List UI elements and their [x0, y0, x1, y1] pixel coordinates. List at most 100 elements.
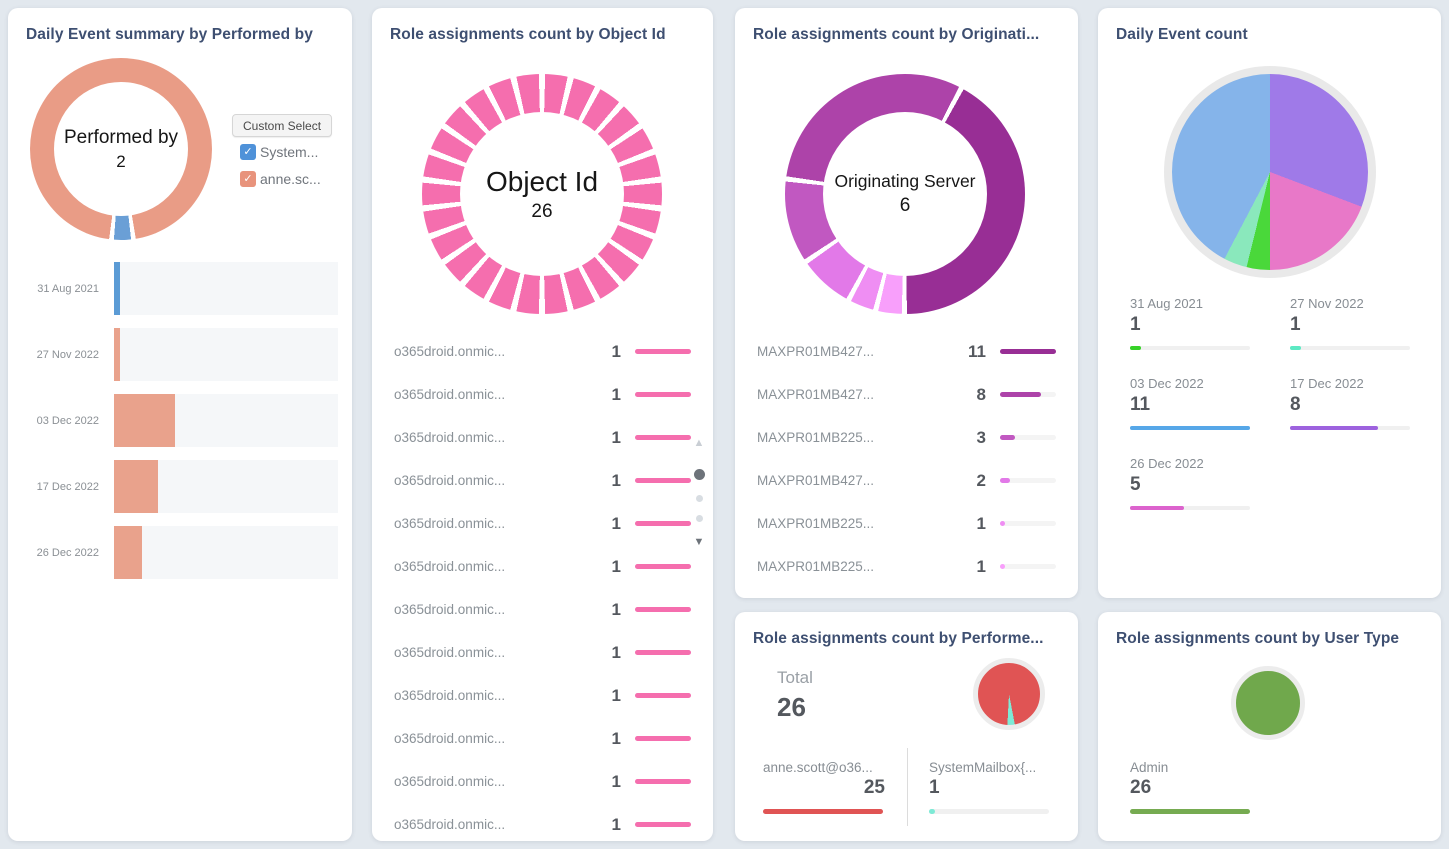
user-type-pie-chart[interactable]	[1231, 666, 1305, 740]
list-item-label: o365droid.onmic...	[394, 344, 506, 359]
bar-fill[interactable]	[114, 394, 175, 447]
card-user-type: Role assignments count by User Type Admi…	[1098, 612, 1441, 841]
donut-legend-checkboxes: ✓ System... ✓ anne.sc...	[240, 144, 321, 187]
legend-item[interactable]: 17 Dec 2022 8	[1290, 376, 1441, 430]
scroll-down-arrow-icon[interactable]: ▼	[693, 536, 705, 548]
list-item[interactable]: MAXPR01MB427... 2	[757, 459, 1056, 502]
stat-bar	[763, 809, 883, 814]
custom-select-button[interactable]: Custom Select	[232, 114, 333, 137]
legend-item[interactable]: 27 Nov 2022 1	[1290, 296, 1441, 350]
stat-bar-fill	[1130, 809, 1250, 814]
bar-row-label: 31 Aug 2021	[37, 282, 99, 295]
daily-event-bar-chart: 31 Aug 2021 27 Nov 2022 03 Dec 2022 17 Dec …	[26, 262, 338, 592]
list-item[interactable]: o365droid.onmic... 1	[394, 760, 691, 803]
bar-fill[interactable]	[114, 526, 142, 579]
divider	[907, 748, 908, 826]
bar-fill[interactable]	[114, 460, 158, 513]
list-item[interactable]: o365droid.onmic... 1	[394, 717, 691, 760]
list-item-label: MAXPR01MB427...	[757, 473, 875, 488]
scroll-page-dot-active[interactable]	[693, 469, 705, 480]
list-item-bar-fill	[635, 650, 691, 655]
list-item[interactable]: o365droid.onmic... 1	[394, 416, 691, 459]
list-item[interactable]: o365droid.onmic... 1	[394, 803, 691, 830]
list-item-bar	[635, 521, 691, 526]
list-item-label: o365droid.onmic...	[394, 516, 506, 531]
list-item-bar	[635, 392, 691, 397]
stat-bar-fill	[929, 809, 935, 814]
list-item-bar	[635, 650, 691, 655]
list-item[interactable]: MAXPR01MB225... 3	[757, 416, 1056, 459]
object-id-list: o365droid.onmic... 1 o365droid.onmic... 1 o3…	[394, 330, 691, 830]
object-id-donut-chart[interactable]: Object Id 26	[422, 74, 662, 314]
donut-center: Performed by 2	[54, 82, 188, 216]
list-item-value: 1	[976, 556, 986, 576]
card-originating-server: Role assignments count by Originati... O…	[735, 8, 1078, 598]
list-item[interactable]: o365droid.onmic... 1	[394, 631, 691, 674]
scroll-page-dot[interactable]	[695, 515, 703, 522]
list-item[interactable]: MAXPR01MB225... 1	[757, 502, 1056, 545]
bar-track	[114, 328, 338, 381]
legend-item[interactable]: 26 Dec 2022 5	[1130, 456, 1290, 510]
list-item-bar	[635, 349, 691, 354]
list-item-label: MAXPR01MB427...	[757, 387, 875, 402]
performed-by-donut-chart[interactable]: Performed by 2	[30, 58, 212, 240]
list-item[interactable]: o365droid.onmic... 1	[394, 588, 691, 631]
bar-fill[interactable]	[114, 328, 120, 381]
list-item-value: 1	[611, 513, 621, 533]
scroll-up-arrow-icon[interactable]: ▲	[693, 437, 705, 449]
list-item[interactable]: o365droid.onmic... 1	[394, 674, 691, 717]
originating-server-list: MAXPR01MB427... 11 MAXPR01MB427... 8 MAXPR01…	[757, 330, 1056, 592]
list-item[interactable]: o365droid.onmic... 1	[394, 502, 691, 545]
list-item-bar-fill	[635, 435, 691, 440]
donut-center-label: Originating Server	[834, 171, 976, 191]
list-item-label: o365droid.onmic...	[394, 688, 506, 703]
list-item[interactable]: MAXPR01MB225... 1	[757, 545, 1056, 588]
originating-server-donut-chart[interactable]: Originating Server 6	[785, 74, 1025, 314]
list-item-label: o365droid.onmic...	[394, 774, 506, 789]
checkbox-icon[interactable]: ✓	[240, 144, 256, 160]
list-item-value: 8	[976, 384, 986, 404]
list-item-value: 1	[611, 771, 621, 791]
stat-value: 1	[929, 777, 940, 798]
list-item[interactable]: MAXPR01MB427... 11	[757, 330, 1056, 373]
performed-by-mini-pie-chart[interactable]	[973, 658, 1045, 730]
legend-item-value: 1	[1130, 314, 1141, 335]
legend-checkbox[interactable]: ✓ System...	[240, 144, 321, 160]
legend-item-label: 03 Dec 2022	[1130, 376, 1204, 391]
legend-item-bar-fill	[1130, 346, 1141, 350]
legend-item-bar	[1130, 506, 1250, 510]
list-item-value: 1	[611, 728, 621, 748]
list-item-bar	[1000, 392, 1056, 397]
list-item-bar	[635, 779, 691, 784]
bar-row-label: 17 Dec 2022	[36, 480, 99, 493]
checkbox-icon[interactable]: ✓	[240, 171, 256, 187]
legend-item-label: 17 Dec 2022	[1290, 376, 1364, 391]
legend-item[interactable]: 03 Dec 2022 11	[1130, 376, 1290, 430]
card-title: Daily Event count	[1116, 26, 1248, 43]
list-item-label: MAXPR01MB225...	[757, 516, 875, 531]
legend-checkbox[interactable]: ✓ anne.sc...	[240, 171, 321, 187]
list-item[interactable]: o365droid.onmic... 1	[394, 459, 691, 502]
list-item-value: 3	[976, 427, 986, 447]
list-item-bar-fill	[635, 564, 691, 569]
list-item-label: MAXPR01MB427...	[757, 344, 875, 359]
card-title: Daily Event summary by Performed by	[26, 26, 313, 43]
daily-event-pie-chart[interactable]	[1164, 66, 1376, 278]
scroll-page-dot[interactable]	[695, 495, 703, 502]
list-item-bar	[635, 693, 691, 698]
list-item-bar-fill	[635, 521, 691, 526]
list-item-value: 1	[611, 599, 621, 619]
legend-item-value: 8	[1290, 394, 1301, 415]
legend-item-bar	[1290, 426, 1410, 430]
bar-row: 26 Dec 2022	[26, 526, 338, 579]
legend-item[interactable]: 31 Aug 2021 1	[1130, 296, 1290, 350]
list-item[interactable]: MAXPR01MB427... 8	[757, 373, 1056, 416]
list-item-bar	[1000, 521, 1056, 526]
list-item-label: o365droid.onmic...	[394, 473, 506, 488]
card-daily-event-summary: Daily Event summary by Performed by Perf…	[8, 8, 352, 841]
list-item[interactable]: o365droid.onmic... 1	[394, 373, 691, 416]
donut-center-label: Object Id	[485, 165, 599, 197]
list-item[interactable]: o365droid.onmic... 1	[394, 330, 691, 373]
list-item[interactable]: o365droid.onmic... 1	[394, 545, 691, 588]
bar-fill[interactable]	[114, 262, 120, 315]
